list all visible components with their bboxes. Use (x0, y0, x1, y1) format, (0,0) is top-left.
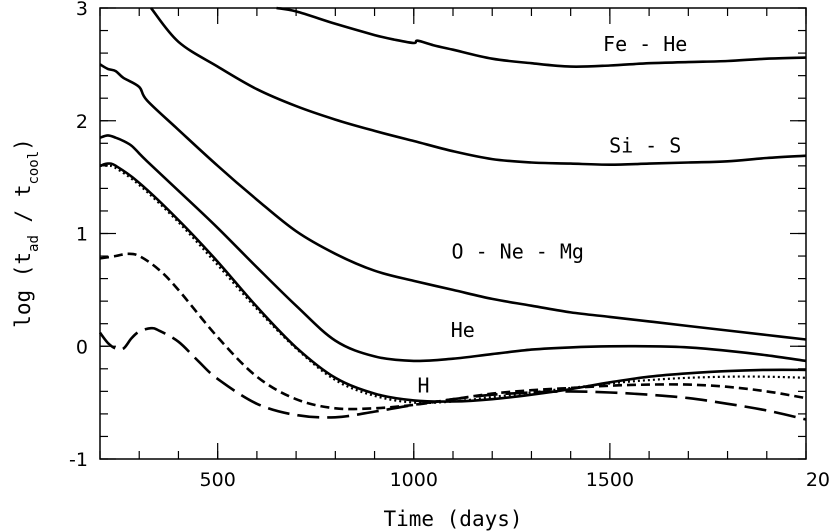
series-label-o-ne-mg: O - Ne - Mg (451, 239, 583, 263)
series-line-o-ne-mg (99, 63, 807, 341)
x-tick-label: 1000 (390, 469, 438, 491)
series-label-he: He (451, 318, 475, 342)
y-tick-label: 0 (76, 336, 88, 358)
series-curves (98, 6, 807, 421)
x-tick-label: 2000 (806, 469, 830, 491)
series-line-si-s (149, 7, 807, 166)
series-label-h: H (418, 373, 430, 397)
series-line-long-dashed (98, 326, 807, 421)
y-axis-title: log (tad / tcool) (11, 138, 42, 328)
y-tick-label: 2 (76, 111, 88, 133)
x-axis-title: Time (days) (383, 507, 522, 531)
y-tick-label: -1 (69, 449, 88, 471)
series-line-he (99, 134, 807, 363)
x-tick-label: 500 (200, 469, 236, 491)
series-line-fe-he (276, 6, 807, 68)
y-tick-label: 1 (76, 224, 88, 246)
series-label-si-s: Si - S (609, 133, 681, 157)
x-tick-label: 1500 (586, 469, 634, 491)
series-label-fe-he: Fe - He (603, 32, 687, 56)
series-labels: Fe - He Si - S O - Ne - Mg He H (418, 32, 688, 398)
y-tick-label: 3 (76, 0, 88, 20)
plot-frame (99, 7, 807, 460)
series-line-h (99, 162, 807, 403)
axis-ticks: 500 1000 1500 2000 -1 0 1 2 3 (69, 0, 830, 491)
